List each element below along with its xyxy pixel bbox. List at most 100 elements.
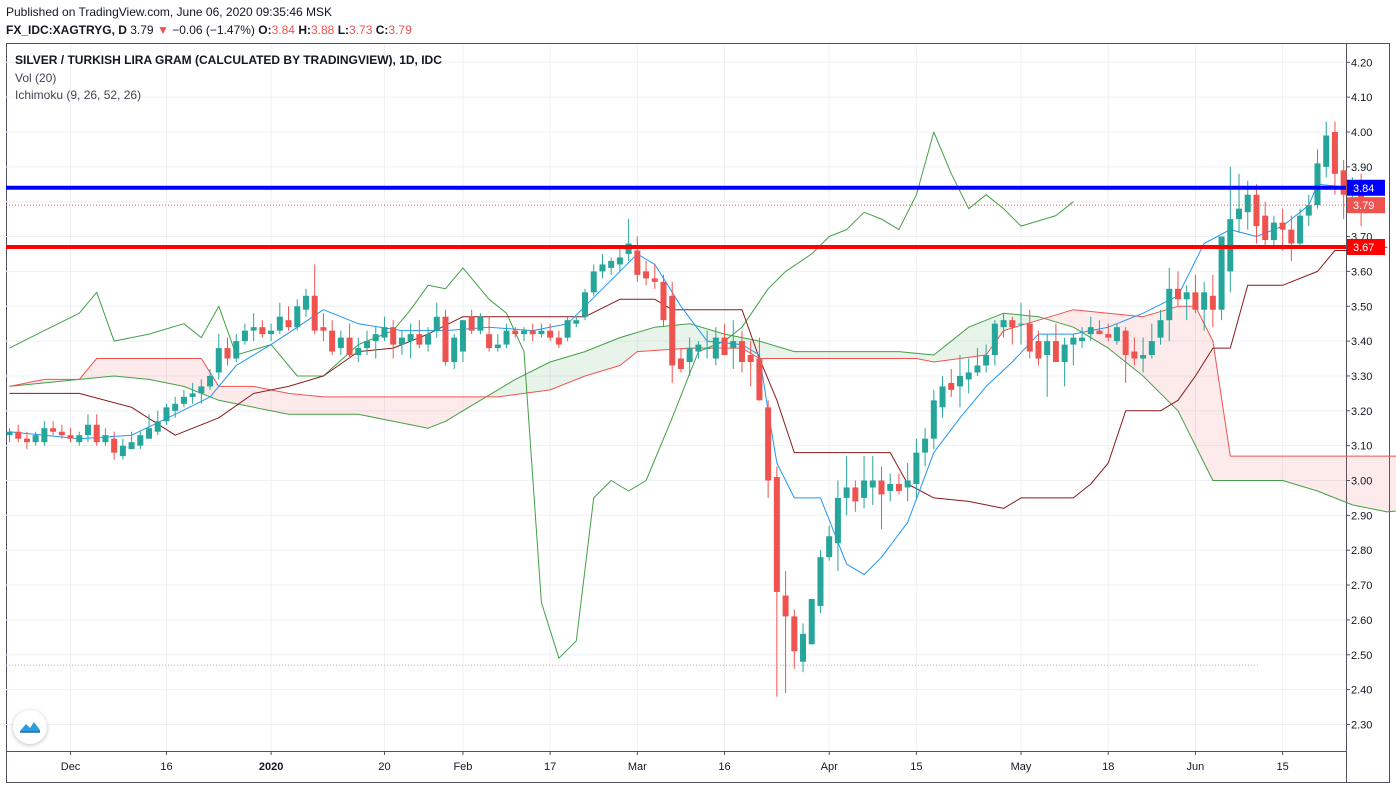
candle-up [198, 386, 205, 394]
candle-up [538, 330, 545, 335]
tradingview-logo-icon[interactable] [13, 710, 47, 744]
candle-up [459, 320, 466, 352]
support-price-badge [1347, 239, 1385, 256]
price-axis: 4.204.104.003.903.803.703.603.503.403.30… [1346, 57, 1385, 731]
candle-down [1052, 341, 1059, 363]
candle-down [738, 341, 745, 363]
price-tick-label: 3.50 [1351, 301, 1372, 313]
candle-up [1297, 215, 1304, 244]
candle-up [520, 330, 527, 335]
candle-up [172, 403, 179, 411]
price-tick-label: 3.40 [1351, 336, 1372, 348]
candle-up [834, 497, 841, 544]
candle-up [913, 452, 920, 484]
candle-down [747, 355, 754, 363]
candle-down [773, 477, 780, 593]
candle-up [189, 393, 196, 397]
candle-up [695, 344, 702, 352]
candle-up [599, 264, 606, 272]
candle-up [276, 316, 283, 331]
candle-up [337, 337, 344, 349]
legend-title[interactable]: SILVER / TURKISH LIRA GRAM (CALCULATED B… [15, 53, 442, 67]
candle-up [163, 407, 170, 422]
candle-up [154, 421, 161, 432]
candle-down [782, 595, 789, 617]
price-tick-label: 3.30 [1351, 371, 1372, 383]
candle-down [58, 431, 65, 436]
candle-down [1009, 320, 1016, 328]
candle-up [922, 438, 929, 453]
candle-up [1140, 355, 1147, 359]
candle-up [817, 557, 824, 606]
candle-up [1087, 327, 1094, 335]
time-tick-label: 16 [160, 761, 172, 773]
candle-down [765, 407, 772, 481]
price-change: −0.06 (−1.47%) [172, 23, 255, 37]
candle-down [634, 250, 641, 275]
candle-up [207, 375, 214, 387]
candle-down [259, 327, 266, 335]
candle-down [555, 337, 562, 345]
time-tick-label: Feb [453, 761, 472, 773]
candle-up [102, 435, 109, 443]
candle-down [23, 438, 30, 443]
legend-ichimoku[interactable]: Ichimoku (9, 26, 52, 26) [15, 88, 142, 102]
candle-down [1192, 292, 1199, 310]
candle-down [50, 428, 57, 432]
candle-down [1096, 330, 1103, 335]
candle-down [442, 316, 449, 363]
open-label: O: [258, 23, 272, 37]
price-tick-label: 4.00 [1351, 127, 1372, 139]
candle-up [564, 320, 571, 338]
candle-up [930, 400, 937, 439]
price-tick-label: 2.60 [1351, 615, 1372, 627]
close-label: C: [375, 23, 389, 37]
candle-down [311, 295, 318, 331]
legend-volume[interactable]: Vol (20) [15, 71, 57, 85]
candle-down [1122, 330, 1129, 356]
candle-up [250, 327, 257, 331]
candle-down [1279, 222, 1286, 230]
candle-down [1331, 132, 1338, 174]
candle-down [1253, 194, 1260, 227]
candle-up [582, 292, 589, 317]
candle-up [1270, 222, 1277, 241]
candle-down [756, 358, 763, 401]
candle-down [643, 271, 650, 279]
candle-up [939, 386, 946, 408]
candle-up [355, 348, 362, 356]
candle-down [677, 358, 684, 369]
candle-up [861, 480, 868, 498]
price-tick-label: 2.40 [1351, 685, 1372, 697]
resistance-price-label: 3.84 [1353, 183, 1374, 195]
open-value: 3.84 [271, 23, 295, 37]
candle-up [869, 480, 876, 488]
resistance-price-badge [1347, 179, 1385, 196]
candle-down [1262, 215, 1269, 241]
candle-up [974, 365, 981, 373]
candle-down [416, 334, 423, 345]
candle-up [965, 372, 972, 380]
symbol[interactable]: FX_IDC:XAGTRYG, D [6, 23, 127, 37]
candle-up [381, 327, 388, 338]
candle-down [329, 330, 336, 352]
candle-up [1000, 320, 1007, 328]
symbol-quote-line: FX_IDC:XAGTRYG, D 3.79 ▼ −0.06 (−1.47%) … [6, 23, 412, 37]
candle-down [669, 295, 676, 366]
candle-down [547, 330, 554, 338]
last-price-label: 3.79 [1353, 200, 1374, 212]
candle-up [704, 348, 711, 350]
candle-up [76, 435, 83, 443]
candle-up [364, 341, 371, 349]
candle-up [1314, 163, 1321, 206]
candle-down [1340, 170, 1347, 195]
candle-up [32, 435, 39, 443]
candle-up [1323, 135, 1330, 167]
time-tick-label: Apr [821, 761, 838, 773]
candle-down [468, 316, 475, 331]
candle-up [1218, 236, 1225, 310]
candle-up [6, 431, 13, 436]
candle-up [137, 435, 144, 446]
candle-up [215, 348, 222, 373]
